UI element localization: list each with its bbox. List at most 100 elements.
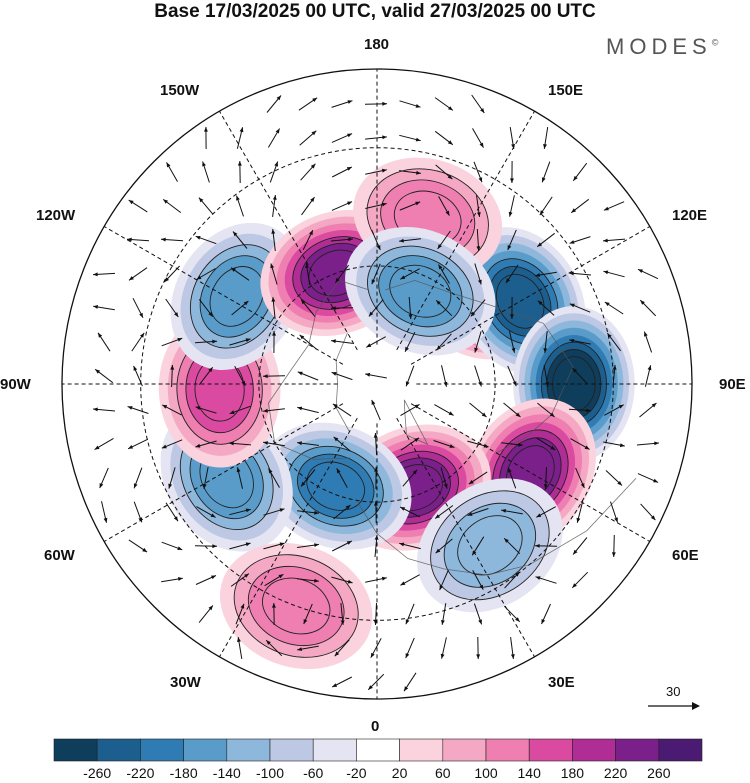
colorbar-tick-label: 100 <box>474 765 498 781</box>
wind-arrow-head <box>173 516 178 522</box>
wind-arrow-head <box>275 128 280 134</box>
wind-arrow-head <box>373 433 378 438</box>
wind-arrow-head <box>436 300 441 305</box>
wind-arrow-head <box>400 275 406 280</box>
map-title: Base 17/03/2025 00 UTC, valid 27/03/2025… <box>154 1 596 22</box>
wind-arrow-head <box>400 581 406 586</box>
wind-arrow-head <box>303 619 308 625</box>
wind-arrow-head <box>340 620 345 625</box>
wind-arrow-head <box>569 240 575 244</box>
wind-arrow-head <box>99 483 104 489</box>
wind-arrow-head <box>515 617 520 622</box>
wind-arrow-head <box>161 237 166 242</box>
wind-arrow-head <box>271 297 276 302</box>
lon-label-120w: 120W <box>36 207 76 224</box>
meridian-30 <box>396 417 535 658</box>
wind-arrow-head <box>314 578 319 583</box>
wind-arrow-head <box>653 478 659 483</box>
wind-arrow-head <box>272 195 277 200</box>
meridian-330 <box>219 417 358 658</box>
wind-arrow-head <box>128 200 134 205</box>
wind-arrow-head <box>573 175 578 181</box>
wind-arrow-head <box>476 654 481 659</box>
wind-arrow-head <box>612 365 617 370</box>
wind-arrow-head <box>508 211 513 217</box>
wind-arrow-head <box>127 406 133 410</box>
wind-arrow-head <box>510 178 514 183</box>
wind-arrow-head <box>211 575 216 580</box>
wind-arrow-head <box>270 263 275 269</box>
wind-arrow-head <box>467 512 473 516</box>
wind-arrow-head <box>603 270 609 275</box>
wind-arrow-head <box>412 469 418 475</box>
meridian-60 <box>410 403 651 542</box>
wind-arrow-head <box>415 137 421 142</box>
wind-arrow-head <box>617 481 622 486</box>
wind-arrow-head <box>278 574 284 579</box>
wind-arrow-head <box>208 311 213 317</box>
wind-arrow-head <box>268 468 273 474</box>
wind-arrow-head <box>447 174 453 180</box>
wind-arrow-head <box>93 407 98 412</box>
wind-arrow-head <box>504 538 509 543</box>
wind-arrow-head <box>381 576 387 581</box>
wind-arrow-head <box>195 406 201 410</box>
wind-arrow-head <box>479 142 484 148</box>
lon-label-180: 180 <box>364 36 390 53</box>
wind-arrow-head <box>404 686 409 692</box>
wind-arrow-head <box>297 441 302 446</box>
wind-arrow-head <box>569 338 575 343</box>
colorbar-swatch-13 <box>615 738 660 762</box>
wind-arrow-head <box>236 467 241 473</box>
wind-arrow-head <box>245 338 251 343</box>
wind-arrow-head <box>382 135 387 140</box>
wind-arrow-head <box>586 408 591 413</box>
wind-arrow-head <box>305 263 309 268</box>
wind-arrow-head <box>441 620 445 625</box>
wind-arrow-head <box>603 206 609 211</box>
wind-arrow-head <box>279 542 285 547</box>
wind-arrow-head <box>127 237 132 242</box>
anomaly-field <box>158 157 635 670</box>
wind-arrow-head <box>405 346 409 352</box>
meridian-150 <box>396 110 535 351</box>
meridian-210 <box>219 110 358 351</box>
coastline-1 <box>267 279 369 460</box>
wind-arrow-head <box>415 104 421 108</box>
brand-logo: MODES© <box>606 34 718 60</box>
lon-label-0: 0 <box>371 718 380 735</box>
wind-arrow-head <box>272 603 276 608</box>
wind-arrow-head <box>480 108 485 113</box>
wind-arrow-head <box>474 347 479 353</box>
lon-label-150e: 150E <box>548 82 584 99</box>
wind-arrow-head <box>332 683 338 687</box>
wind-arrow-head <box>478 381 482 387</box>
wind-arrow-head <box>195 236 201 240</box>
wind-arrow-head <box>301 481 306 487</box>
coastline-0 <box>356 478 637 576</box>
wind-arrow-head <box>545 381 549 387</box>
meridian-120 <box>410 226 651 365</box>
wind-arrow-head <box>381 168 387 173</box>
wind-arrow-head <box>243 301 249 306</box>
coastline-3 <box>403 399 429 446</box>
wind-arrow-head <box>440 653 445 659</box>
colorbar-tick-label: 60 <box>435 765 451 781</box>
wind-arrow-head <box>408 314 413 319</box>
coastline-2 <box>385 279 574 454</box>
wind-arrow-head <box>299 334 305 340</box>
wind-arrow-head <box>436 345 442 351</box>
wind-arrow-head <box>334 651 340 657</box>
colorbar-swatch-11 <box>528 738 573 762</box>
wind-arrow-head <box>346 541 352 545</box>
wind-arrow-head <box>266 640 271 645</box>
wind-arrow-head <box>536 513 542 518</box>
wind-arrow-head <box>374 467 378 472</box>
wind-arrow-head <box>572 583 577 588</box>
wind-arrow-head <box>128 445 134 449</box>
wind-arrow-head <box>371 279 376 285</box>
wind-arrow-head <box>212 544 217 549</box>
wind-arrow-head <box>98 332 103 338</box>
wind-arrow-head <box>481 412 487 417</box>
wind-arrow-head <box>310 197 315 202</box>
